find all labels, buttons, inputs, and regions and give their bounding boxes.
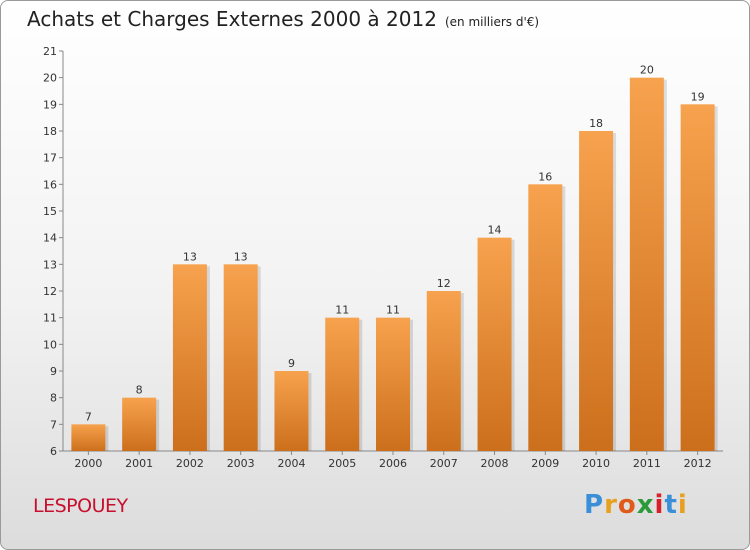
commune-name: LESPOUEY: [33, 495, 128, 517]
bar-value-label: 18: [589, 117, 603, 130]
proxiti-logo: Proxiti: [584, 490, 688, 520]
logo-letter: i: [677, 490, 688, 520]
bar-value-label: 19: [691, 90, 705, 103]
x-tick-label: 2009: [531, 457, 559, 470]
y-tick-label: 8: [50, 392, 57, 405]
y-tick-label: 12: [43, 285, 57, 298]
y-tick-label: 13: [43, 258, 57, 271]
y-tick-label: 19: [43, 98, 57, 111]
bar: [122, 397, 157, 451]
logo-letter: i: [654, 490, 665, 520]
y-tick-label: 6: [50, 445, 57, 458]
bar: [477, 237, 512, 451]
y-tick-label: 15: [43, 205, 57, 218]
x-tick-label: 2008: [481, 457, 509, 470]
bar: [579, 131, 614, 451]
y-tick-label: 16: [43, 178, 57, 191]
logo-letter: x: [636, 490, 655, 520]
y-tick-label: 7: [50, 418, 57, 431]
bar: [325, 317, 360, 451]
logo-letter: o: [617, 490, 637, 520]
bar: [71, 424, 106, 451]
bar-value-label: 13: [234, 250, 248, 263]
y-tick-label: 9: [50, 365, 57, 378]
x-tick-label: 2004: [277, 457, 305, 470]
x-tick-label: 2000: [74, 457, 102, 470]
logo-letter: P: [584, 490, 605, 520]
bar-value-label: 14: [488, 224, 502, 237]
y-tick-label: 18: [43, 125, 57, 138]
x-tick-label: 2002: [176, 457, 204, 470]
bar: [629, 77, 664, 452]
bar: [528, 184, 563, 452]
x-tick-label: 2001: [125, 457, 153, 470]
logo-letter: t: [664, 490, 678, 520]
x-tick-label: 2006: [379, 457, 407, 470]
x-tick-label: 2010: [582, 457, 610, 470]
bar: [223, 264, 258, 451]
y-tick-label: 14: [43, 232, 57, 245]
bar-value-label: 9: [288, 357, 295, 370]
y-tick-label: 11: [43, 312, 57, 325]
bar: [274, 371, 309, 451]
bar-value-label: 7: [85, 410, 92, 423]
chart-title-text: Achats et Charges Externes 2000 à 2012: [27, 7, 437, 31]
bar: [172, 264, 207, 451]
x-tick-label: 2003: [227, 457, 255, 470]
logo-letter: r: [604, 490, 618, 520]
chart-title: Achats et Charges Externes 2000 à 2012 (e…: [27, 7, 539, 31]
x-tick-label: 2012: [684, 457, 712, 470]
bar-value-label: 11: [386, 304, 400, 317]
x-tick-label: 2007: [430, 457, 458, 470]
bar-value-label: 16: [538, 170, 552, 183]
y-tick-label: 20: [43, 72, 57, 85]
bar-value-label: 12: [437, 277, 451, 290]
bar: [680, 104, 715, 451]
y-tick-label: 10: [43, 338, 57, 351]
y-tick-label: 21: [43, 45, 57, 58]
bar: [376, 317, 410, 451]
bar-value-label: 8: [136, 384, 143, 397]
x-tick-label: 2011: [633, 457, 661, 470]
y-tick-label: 17: [43, 152, 57, 165]
x-tick-label: 2005: [328, 457, 356, 470]
bar-value-label: 13: [183, 250, 197, 263]
bar-value-label: 11: [335, 304, 349, 317]
bar: [426, 291, 461, 451]
bar-value-label: 20: [640, 64, 654, 77]
chart-unit-subtitle: (en milliers d'€): [444, 15, 540, 29]
